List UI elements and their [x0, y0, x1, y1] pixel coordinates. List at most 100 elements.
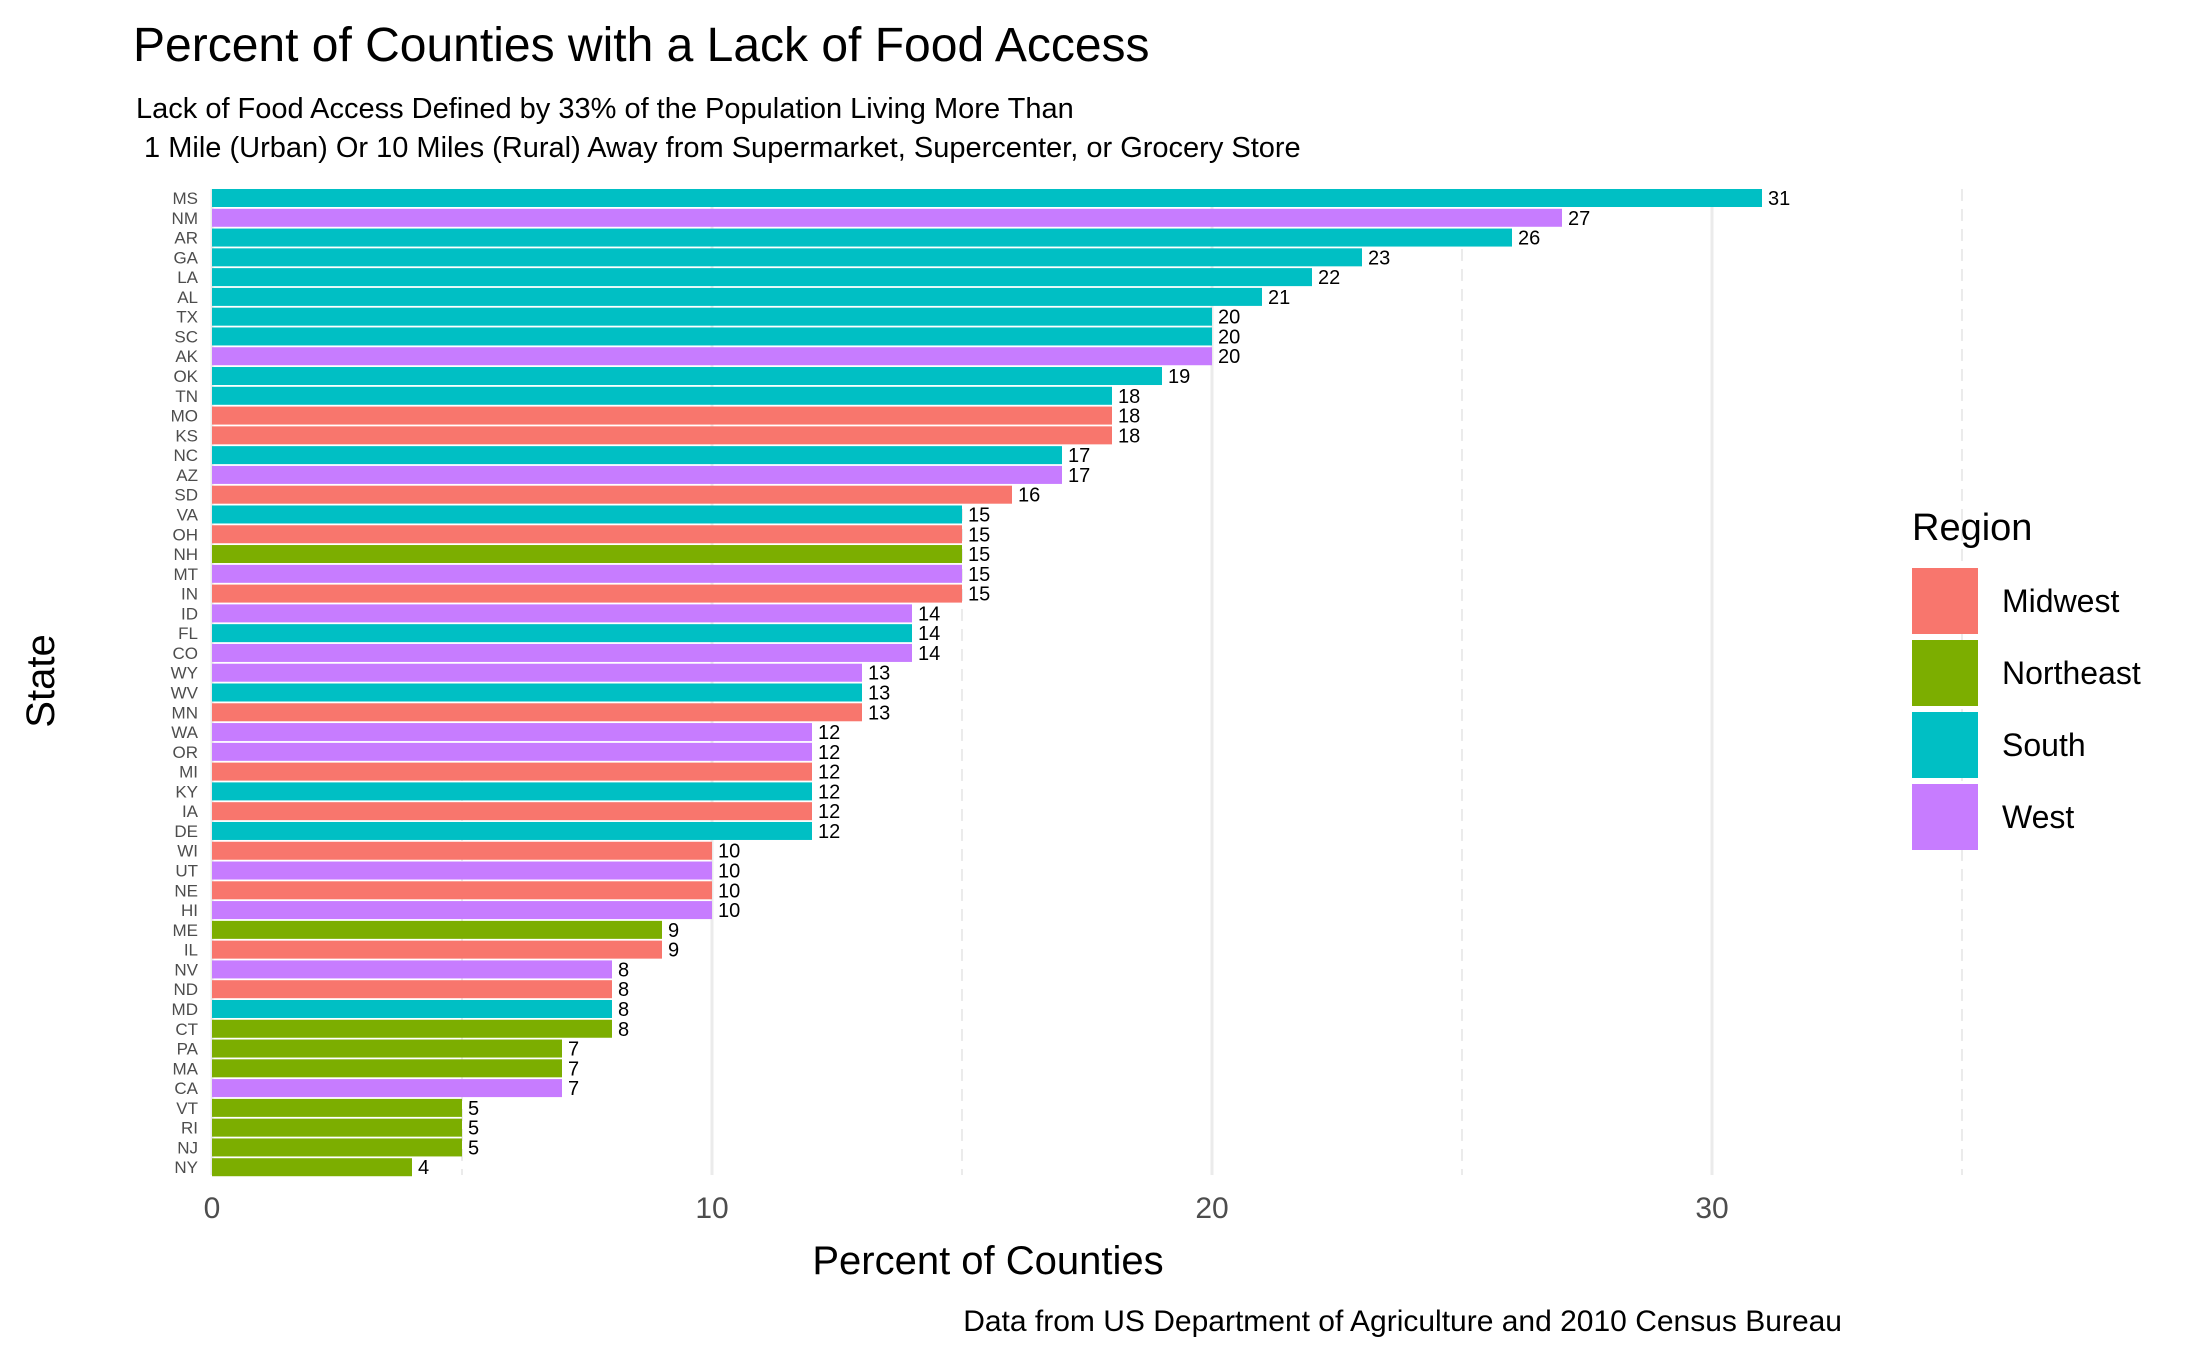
bar-ny	[212, 1158, 412, 1177]
y-tick-label-in: IN	[181, 585, 198, 604]
bar-ms	[212, 189, 1762, 207]
y-tick-label-ak: AK	[175, 347, 198, 366]
bar-id	[212, 604, 912, 623]
value-label-ky: 12	[818, 781, 840, 803]
y-tick-label-nj: NJ	[177, 1138, 198, 1157]
y-tick-label-nc: NC	[173, 446, 198, 465]
y-tick-label-tn: TN	[175, 387, 198, 406]
legend-label-northeast: Northeast	[2002, 655, 2141, 691]
bar-mt	[212, 564, 962, 583]
bar-wa	[212, 723, 812, 742]
bar-pa	[212, 1039, 562, 1058]
y-tick-label-ca: CA	[174, 1079, 198, 1098]
value-label-nv: 8	[618, 959, 629, 981]
y-axis-title: State	[19, 634, 63, 727]
y-tick-label-mi: MI	[179, 763, 198, 782]
y-tick-label-wy: WY	[171, 664, 198, 683]
y-tick-label-il: IL	[184, 941, 198, 960]
legend-swatch-south	[1912, 712, 1978, 778]
value-label-wv: 13	[868, 683, 890, 705]
bar-nh	[212, 545, 962, 564]
legend: Region Midwest Northeast South West	[1912, 507, 2141, 850]
x-tick-labels: 0 10 20 30	[204, 1192, 1729, 1225]
chart-subtitle-line-1: Lack of Food Access Defined by 33% of th…	[136, 93, 1074, 125]
y-tick-label-vt: VT	[176, 1099, 198, 1118]
value-label-ri: 5	[468, 1118, 479, 1140]
y-tick-label-ok: OK	[173, 367, 198, 386]
value-label-nc: 17	[1068, 445, 1090, 467]
y-tick-label-ar: AR	[174, 229, 198, 248]
bar-mi	[212, 762, 812, 781]
y-tick-label-wa: WA	[171, 723, 198, 742]
bar-ar	[212, 228, 1512, 247]
y-tick-label-nd: ND	[173, 980, 198, 999]
value-label-az: 17	[1068, 465, 1090, 487]
y-tick-label-tx: TX	[176, 308, 198, 327]
bar-nm	[212, 208, 1562, 227]
bar-wv	[212, 683, 862, 702]
value-label-mn: 13	[868, 702, 890, 724]
y-tick-label-fl: FL	[178, 624, 198, 643]
bar-in	[212, 584, 962, 603]
y-tick-label-or: OR	[173, 743, 199, 762]
legend-swatch-northeast	[1912, 640, 1978, 706]
y-tick-label-ny: NY	[174, 1158, 198, 1177]
value-label-me: 9	[668, 920, 679, 942]
y-tick-label-nm: NM	[172, 209, 198, 228]
bar-al	[212, 287, 1262, 306]
value-label-ct: 8	[618, 1019, 629, 1041]
bar-ia	[212, 802, 812, 821]
value-label-nd: 8	[618, 979, 629, 1001]
value-label-oh: 15	[968, 524, 990, 546]
value-label-wy: 13	[868, 663, 890, 685]
legend-label-west: West	[2002, 799, 2074, 835]
bar-ks	[212, 426, 1112, 445]
bar-az	[212, 465, 1062, 484]
bar-nv	[212, 960, 612, 979]
value-label-sc: 20	[1218, 326, 1240, 348]
y-tick-label-ct: CT	[175, 1020, 198, 1039]
y-tick-label-ma: MA	[173, 1059, 199, 1078]
bar-me	[212, 920, 662, 939]
value-label-md: 8	[618, 999, 629, 1021]
value-label-id: 14	[918, 603, 940, 625]
bar-ut	[212, 861, 712, 880]
y-tick-label-de: DE	[174, 822, 198, 841]
bar-mo	[212, 406, 1112, 425]
legend-swatch-midwest	[1912, 568, 1978, 634]
value-label-nm: 27	[1568, 208, 1590, 230]
y-tick-label-sc: SC	[174, 327, 198, 346]
bar-fl	[212, 624, 912, 643]
y-tick-label-mn: MN	[172, 703, 198, 722]
y-tick-label-va: VA	[177, 505, 199, 524]
y-tick-label-hi: HI	[181, 901, 198, 920]
chart-title: Percent of Counties with a Lack of Food …	[133, 19, 1150, 72]
value-label-ks: 18	[1118, 425, 1140, 447]
value-label-al: 21	[1268, 287, 1290, 309]
bar-va	[212, 505, 962, 524]
bar-ga	[212, 248, 1362, 267]
value-label-ny: 4	[418, 1157, 429, 1179]
value-label-co: 14	[918, 643, 940, 665]
bar-wi	[212, 841, 712, 860]
value-label-ar: 26	[1518, 228, 1540, 250]
y-tick-label-ga: GA	[173, 248, 198, 267]
x-tick-label: 20	[1195, 1192, 1228, 1225]
value-label-wi: 10	[718, 841, 740, 863]
y-tick-label-mt: MT	[173, 565, 198, 584]
y-tick-label-ks: KS	[175, 426, 198, 445]
legend-entries: Midwest Northeast South West	[1912, 568, 2141, 850]
y-tick-label-nv: NV	[174, 960, 198, 979]
y-tick-label-id: ID	[181, 604, 198, 623]
legend-swatch-west	[1912, 784, 1978, 850]
y-tick-label-ms: MS	[173, 189, 199, 208]
y-tick-label-wi: WI	[177, 842, 198, 861]
bar-vt	[212, 1098, 462, 1117]
bar-nd	[212, 980, 612, 999]
value-label-mt: 15	[968, 564, 990, 586]
y-tick-label-pa: PA	[177, 1040, 199, 1059]
value-label-ca: 7	[568, 1078, 579, 1100]
bar-ca	[212, 1079, 562, 1098]
